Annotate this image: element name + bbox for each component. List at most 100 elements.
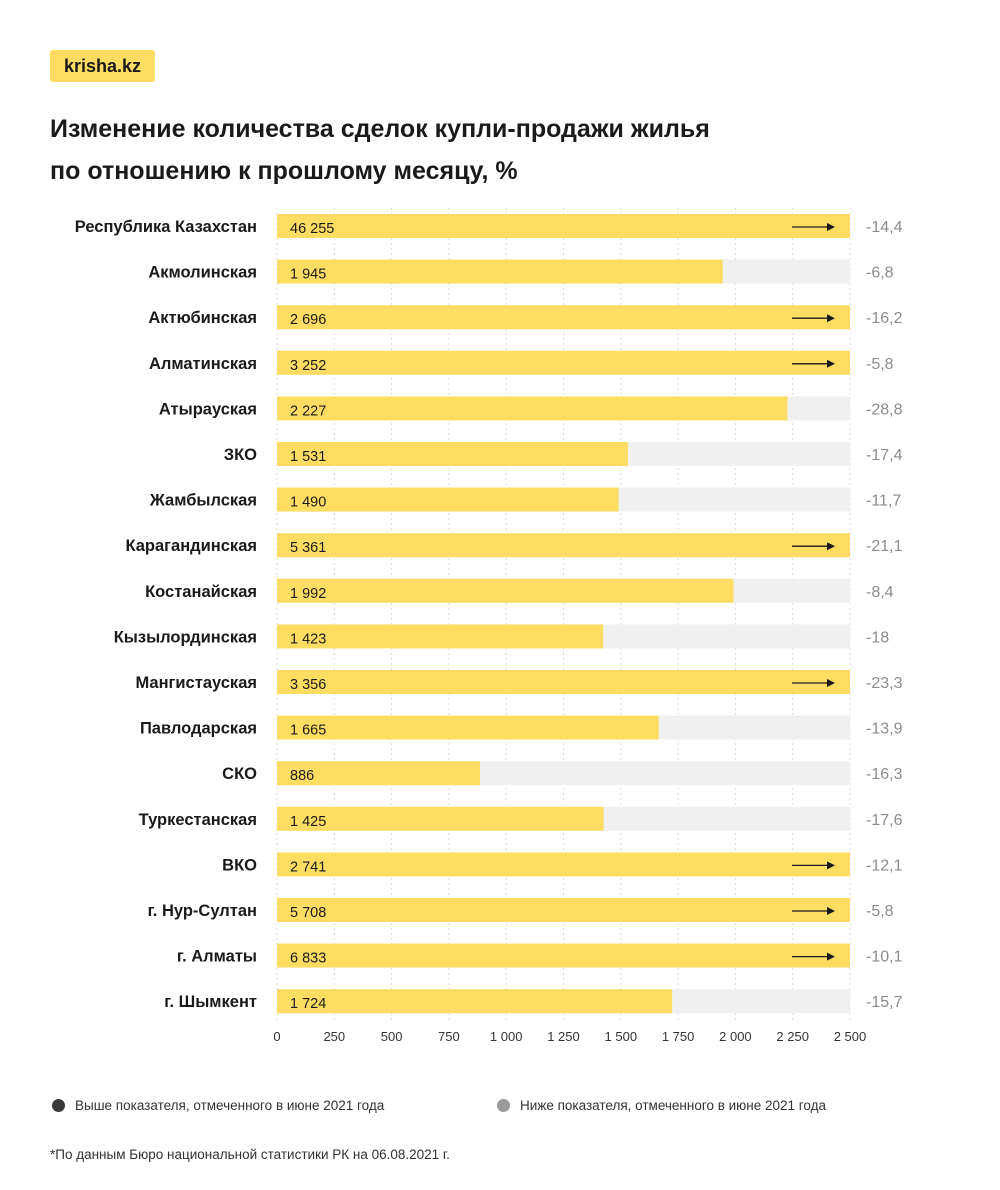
value-label: 886	[290, 768, 314, 784]
change-label: -16,3	[866, 766, 903, 783]
change-label: -11,7	[866, 493, 901, 510]
change-label: -13,9	[866, 721, 903, 738]
change-label: -5,8	[866, 356, 894, 373]
x-tick-label: 1 000	[490, 1029, 523, 1044]
x-tick-label: 1 750	[662, 1029, 695, 1044]
change-label: -17,4	[866, 447, 903, 464]
x-tick-label: 2 000	[719, 1029, 752, 1044]
bar	[277, 214, 850, 238]
x-tick-label: 500	[381, 1029, 403, 1044]
legend-label-below: Ниже показателя, отмеченного в июне 2021…	[520, 1098, 827, 1113]
bar	[277, 624, 604, 649]
legend-dot-below-icon	[497, 1099, 510, 1112]
category-label: Кызылординская	[114, 628, 257, 646]
x-tick-label: 0	[273, 1029, 280, 1044]
overflow-arrow-icon	[827, 952, 835, 961]
bar	[277, 259, 723, 284]
x-tick-label: 1 500	[605, 1029, 638, 1044]
change-label: -12,1	[866, 857, 903, 874]
value-label: 3 252	[290, 358, 326, 374]
x-tick-label: 2 500	[834, 1029, 867, 1044]
bar	[277, 396, 788, 421]
value-label: 1 423	[290, 631, 326, 647]
value-label: 2 741	[290, 859, 326, 875]
legend-dot-above-icon	[52, 1099, 65, 1112]
category-label: г. Шымкент	[164, 993, 257, 1011]
category-label: ЗКО	[224, 446, 257, 464]
legend-label-above: Выше показателя, отмеченного в июне 2021…	[75, 1098, 385, 1113]
category-label: Мангистауская	[135, 674, 257, 692]
category-label: г. Нур-Султан	[148, 902, 257, 920]
change-label: -28,8	[866, 401, 903, 418]
change-label: -16,2	[866, 310, 903, 327]
category-label: Алматинская	[149, 355, 257, 373]
value-label: 5 708	[290, 905, 326, 921]
category-label: Атырауская	[159, 400, 257, 418]
category-label: г. Алматы	[177, 948, 257, 966]
overflow-arrow-icon	[827, 861, 835, 870]
overflow-arrow-icon	[827, 223, 835, 231]
chart-title: Изменение количества сделок купли-продаж…	[50, 108, 950, 192]
x-tick-label: 2 250	[776, 1029, 809, 1044]
value-label: 1 945	[290, 267, 326, 283]
value-label: 1 992	[290, 586, 326, 602]
value-label: 6 833	[290, 951, 326, 967]
brand-label: krisha.kz	[64, 56, 142, 76]
change-label: -8,4	[866, 584, 894, 601]
category-label: Жамбылская	[149, 492, 257, 510]
change-label: -17,6	[866, 812, 903, 829]
value-label: 5 361	[290, 540, 326, 556]
brand-badge: krisha.kz	[50, 50, 156, 82]
overflow-arrow-icon	[827, 314, 835, 323]
change-label: -21,1	[866, 538, 903, 555]
category-label: Павлодарская	[140, 720, 257, 738]
footnote: *По данным Бюро национальной статистики …	[50, 1147, 450, 1162]
bar	[277, 852, 850, 877]
bar	[277, 898, 850, 922]
legend: Выше показателя, отмеченного в июне 2021…	[0, 1098, 1000, 1118]
change-label: -6,8	[866, 265, 894, 282]
value-label: 3 356	[290, 677, 326, 693]
overflow-arrow-icon	[827, 679, 835, 687]
bar	[277, 350, 850, 375]
category-label: Карагандинская	[125, 537, 257, 555]
bar-chart: 0 250 500 750 1 000 1 250 1 500 1 750 2 000 2 250…	[75, 208, 903, 1044]
bar	[277, 305, 850, 330]
category-label: Туркестанская	[139, 811, 257, 829]
bar	[277, 578, 734, 603]
bar	[277, 533, 850, 558]
value-label: 1 490	[290, 495, 326, 511]
bar	[277, 487, 619, 512]
category-label: Акмолинская	[148, 264, 257, 282]
change-label: -23,3	[866, 675, 903, 692]
change-label: -14,4	[866, 219, 903, 236]
legend-item-below: Ниже показателя, отмеченного в июне 2021…	[497, 1098, 826, 1113]
change-label: -18	[866, 629, 889, 646]
category-label: СКО	[222, 765, 257, 783]
category-label: Костанайская	[145, 583, 257, 601]
value-label: 1 531	[290, 449, 326, 465]
value-label: 1 665	[290, 723, 326, 739]
category-label: Республика Казахстан	[75, 218, 257, 236]
value-label: 2 227	[290, 403, 326, 419]
value-label: 1 425	[290, 814, 326, 830]
value-label: 2 696	[290, 312, 326, 328]
bar	[277, 806, 604, 831]
legend-item-above: Выше показателя, отмеченного в июне 2021…	[52, 1098, 384, 1113]
change-label: -15,7	[866, 994, 903, 1011]
overflow-arrow-icon	[827, 359, 835, 368]
overflow-arrow-icon	[827, 542, 835, 551]
chart-title-line2: по отношению к прошлому месяцу, %	[50, 157, 518, 185]
value-label: 46 255	[290, 221, 334, 237]
bar	[277, 943, 850, 968]
x-tick-label: 750	[438, 1029, 460, 1044]
x-tick-label: 1 250	[547, 1029, 580, 1044]
category-label: Актюбинская	[148, 309, 257, 327]
bar	[277, 715, 659, 740]
category-label: ВКО	[222, 856, 257, 874]
change-label: -10,1	[866, 949, 903, 966]
chart-title-line1: Изменение количества сделок купли-продаж…	[50, 115, 710, 143]
x-tick-label: 250	[323, 1029, 345, 1044]
bar	[277, 761, 481, 786]
bar	[277, 442, 628, 466]
